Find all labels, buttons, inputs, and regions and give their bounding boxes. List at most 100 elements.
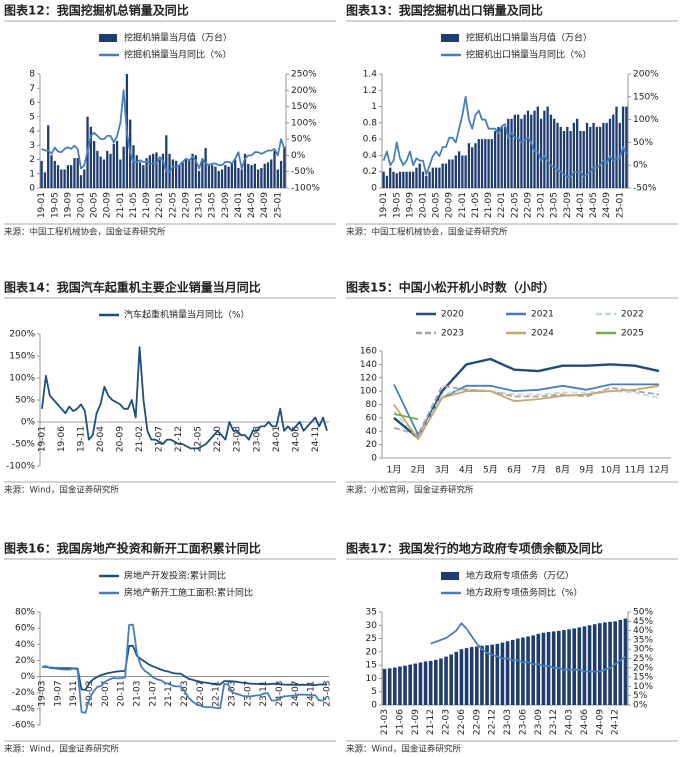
bar bbox=[428, 660, 433, 705]
y2-tick-label: 10% bbox=[633, 682, 653, 692]
y2-tick-label: 50% bbox=[633, 138, 653, 148]
bar bbox=[152, 153, 155, 188]
x-tick-label: 6月 bbox=[507, 465, 522, 476]
legend-label: 2022 bbox=[621, 310, 644, 320]
bar bbox=[230, 163, 234, 188]
bar bbox=[562, 131, 566, 188]
x-tick-label: 19-05 bbox=[392, 192, 402, 218]
bar bbox=[89, 126, 92, 188]
bar bbox=[531, 635, 535, 705]
y-tick-label: 2 bbox=[29, 155, 35, 165]
line bbox=[393, 413, 419, 421]
chart-title: 图表13：我国挖掘机出口销量及同比 bbox=[346, 3, 543, 18]
y-tick-label: 5 bbox=[29, 112, 35, 122]
bar bbox=[589, 126, 592, 188]
y-tick-label: 60 bbox=[366, 413, 378, 423]
bar bbox=[112, 143, 115, 188]
x-tick-label: 22-03 bbox=[180, 681, 190, 707]
bar bbox=[220, 169, 224, 188]
bar bbox=[471, 147, 474, 188]
bar bbox=[579, 131, 582, 188]
chart-title: 图表17：我国发行的地方政府专项债余额及同比 bbox=[346, 541, 603, 556]
bar bbox=[207, 163, 211, 188]
bar bbox=[595, 126, 598, 188]
bar bbox=[66, 165, 70, 188]
x-tick-label: 3月 bbox=[435, 465, 450, 476]
bar bbox=[543, 110, 546, 188]
x-tick-label: 22-09 bbox=[472, 709, 482, 735]
bar bbox=[227, 166, 230, 188]
bar bbox=[431, 167, 434, 188]
bar bbox=[480, 645, 484, 705]
y2-tick-label: 150% bbox=[633, 92, 659, 102]
bar bbox=[161, 153, 165, 188]
bar bbox=[500, 126, 503, 188]
bar bbox=[469, 647, 474, 705]
bar bbox=[587, 625, 592, 705]
y2-tick-label: 45% bbox=[633, 617, 653, 627]
bar bbox=[171, 159, 174, 188]
x-tick-label: 23-01 bbox=[537, 192, 547, 218]
y-tick-label: 4 bbox=[29, 127, 35, 137]
x-tick-label: 25-03 bbox=[323, 681, 333, 707]
bar bbox=[385, 175, 389, 188]
bar bbox=[240, 169, 243, 188]
bar bbox=[494, 131, 497, 188]
legend-swatch bbox=[441, 34, 459, 42]
bar bbox=[556, 122, 559, 188]
y-tick-label: 35 bbox=[366, 608, 377, 618]
x-tick-label: 23-09 bbox=[563, 192, 573, 218]
bar bbox=[516, 638, 520, 705]
x-tick-label: 24-01 bbox=[234, 192, 244, 218]
y-tick-label: -100% bbox=[6, 462, 35, 472]
bar bbox=[273, 150, 276, 188]
bar bbox=[444, 163, 448, 188]
x-tick-label: 24-01 bbox=[576, 192, 586, 218]
x-tick-label: 22-11 bbox=[212, 681, 222, 707]
chart-title: 图表15：中国小松开机小时数（小时） bbox=[346, 280, 555, 295]
bar bbox=[454, 651, 459, 705]
chart-title: 图表16：我国房地产投资和新开工面积累计同比 bbox=[4, 541, 261, 556]
legend-label: 汽车起重机销量当月同比（%） bbox=[124, 309, 250, 321]
x-tick-label: 21-03 bbox=[132, 681, 142, 707]
bar bbox=[562, 630, 566, 705]
bar bbox=[434, 167, 438, 188]
x-tick-label: 20-09 bbox=[103, 192, 113, 218]
y-tick-label: 20 bbox=[366, 440, 378, 450]
bar bbox=[165, 135, 168, 188]
bar bbox=[608, 621, 612, 705]
y-tick-label: 30 bbox=[366, 621, 378, 631]
y2-tick-label: 40% bbox=[633, 626, 653, 636]
bar bbox=[395, 173, 398, 188]
x-tick-label: 20-05 bbox=[90, 192, 100, 218]
legend-label: 地方政府专项债务同比（%） bbox=[466, 587, 583, 599]
bar bbox=[608, 118, 612, 188]
x-tick-label: 20-07 bbox=[101, 681, 111, 707]
bar bbox=[567, 629, 571, 705]
bar bbox=[73, 158, 76, 188]
bar bbox=[503, 126, 507, 188]
bar bbox=[389, 167, 392, 188]
bar bbox=[536, 106, 539, 188]
bar bbox=[523, 114, 526, 188]
y-tick-label: 5 bbox=[371, 687, 377, 697]
bar bbox=[516, 114, 520, 188]
bar bbox=[495, 643, 500, 705]
y-tick-label: 0.4 bbox=[363, 151, 378, 161]
x-tick-label: 19-07 bbox=[53, 681, 63, 707]
x-tick-label: 23-03 bbox=[233, 426, 243, 452]
bar bbox=[598, 126, 602, 188]
x-tick-label: 23-09 bbox=[221, 192, 231, 218]
bar bbox=[43, 172, 47, 188]
x-tick-label: 24-05 bbox=[247, 192, 257, 218]
x-tick-label: 22-09 bbox=[523, 192, 533, 218]
legend-swatch bbox=[441, 572, 459, 580]
y-tick-label: 80% bbox=[15, 608, 35, 618]
y-tick-label: -60% bbox=[12, 721, 36, 731]
bar bbox=[475, 646, 479, 705]
bar bbox=[500, 642, 505, 705]
y2-tick-label: 250% bbox=[291, 70, 317, 80]
line bbox=[393, 357, 660, 440]
y2-tick-label: 200% bbox=[291, 86, 317, 96]
